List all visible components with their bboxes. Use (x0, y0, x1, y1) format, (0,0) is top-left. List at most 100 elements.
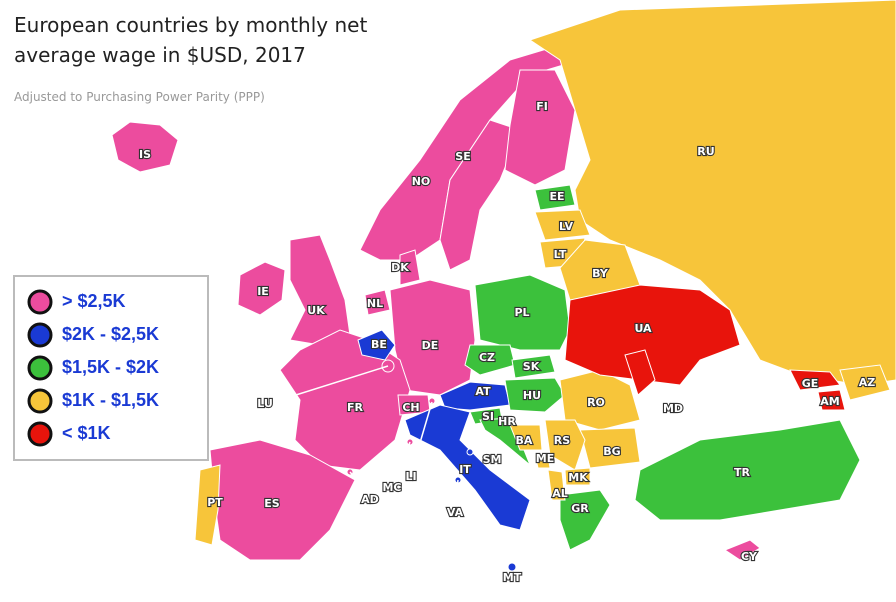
country-label: MC (382, 481, 401, 494)
country-label: ES (264, 497, 280, 510)
country-label: HU (523, 389, 541, 402)
country (559, 489, 611, 551)
country (624, 349, 656, 396)
country-label: MT (503, 571, 522, 584)
country (509, 424, 543, 451)
title: average wage in $USD, 2017 (14, 43, 306, 67)
leader-lines (279, 365, 459, 506)
country-label: CZ (479, 351, 495, 364)
country-label: BE (371, 338, 387, 351)
country-label: AT (475, 385, 491, 398)
country-label: RS (554, 434, 570, 447)
country-label: CH (402, 401, 419, 414)
country-label: NO (412, 175, 431, 188)
country (817, 389, 846, 411)
leader-line (395, 441, 411, 481)
country (194, 464, 221, 546)
country-label: MK (568, 471, 588, 484)
subtitle: Adjusted to Purchasing Power Parity (PPP… (14, 90, 265, 104)
country-label: AD (361, 493, 379, 506)
legend-label: $1K - $1,5K (62, 390, 159, 410)
country-label: BA (516, 434, 533, 447)
country-label: MD (663, 402, 683, 415)
country-label: LT (554, 248, 567, 261)
country (507, 562, 517, 572)
country (564, 284, 741, 386)
leader-line (454, 479, 459, 506)
country-label: DK (391, 261, 409, 274)
country (544, 419, 586, 471)
legend-label: > $2,5K (62, 291, 126, 311)
country-label: AZ (859, 376, 876, 389)
legend-swatch (27, 355, 53, 381)
legend: > $2,5K $2K - $2,5K $1,5K - $2K $1K - $1,5K… (13, 275, 209, 461)
country (464, 344, 516, 376)
country (534, 209, 591, 241)
country-label: SM (483, 453, 502, 466)
country-label: UA (634, 322, 652, 335)
country-label: SE (455, 150, 470, 163)
leader-line (349, 471, 369, 493)
country-label: LI (405, 470, 416, 483)
leader-line (411, 401, 433, 471)
leader-line (279, 365, 389, 401)
country (789, 369, 841, 391)
country (474, 274, 571, 351)
country (504, 377, 566, 413)
country (534, 184, 576, 211)
legend-swatch (27, 289, 53, 315)
country-label: BY (592, 267, 609, 280)
country (209, 439, 356, 561)
country (547, 469, 566, 501)
country-label: RO (587, 396, 605, 409)
title: European countries by monthly net (14, 13, 367, 37)
country-label: IE (257, 285, 269, 298)
country (466, 448, 474, 456)
country (534, 454, 551, 469)
country (357, 329, 396, 361)
country-label: EE (549, 190, 564, 203)
country-label: TR (734, 466, 751, 479)
country (364, 289, 391, 316)
legend-label: $2K - $2,5K (62, 324, 159, 344)
country-label: AM (820, 395, 839, 408)
country-label: AL (552, 487, 568, 500)
country (528, 0, 896, 386)
country (723, 539, 761, 561)
country (839, 364, 891, 401)
country-label: PL (514, 306, 529, 319)
country-label: VA (447, 506, 464, 519)
country-label: FR (347, 401, 364, 414)
country-label: ME (536, 452, 554, 465)
country-label: LV (559, 220, 573, 233)
country (404, 404, 531, 531)
country (399, 249, 421, 286)
country (111, 121, 179, 173)
legend-swatch (27, 388, 53, 414)
country-label: IS (139, 148, 151, 161)
legend-swatch (27, 421, 53, 447)
country (479, 417, 531, 466)
country-label: CY (741, 550, 758, 563)
countries (111, 0, 896, 572)
country-label: SK (523, 360, 540, 373)
country (511, 354, 556, 379)
country-label: GR (571, 502, 589, 515)
country (564, 467, 591, 486)
country (289, 234, 351, 346)
country-label: LU (257, 397, 273, 410)
country-label: BG (603, 445, 620, 458)
country-label: DE (422, 339, 439, 352)
country-label: GE (802, 377, 819, 390)
country (439, 119, 521, 271)
country-label: FI (536, 100, 548, 113)
country-label: IT (459, 463, 471, 476)
country-label: NL (367, 297, 383, 310)
country-label: SI (482, 410, 494, 423)
country (237, 261, 286, 316)
legend-label: $1,5K - $2K (62, 357, 159, 377)
country (579, 427, 641, 469)
